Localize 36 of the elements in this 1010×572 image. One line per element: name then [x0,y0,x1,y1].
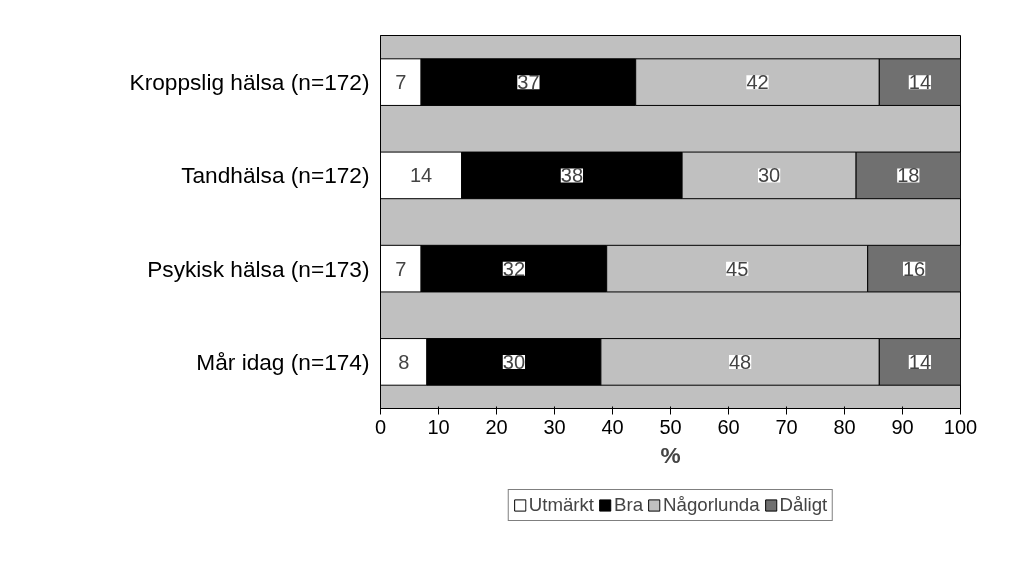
data-label: 45 [726,257,749,280]
x-tick-label: 10 [427,415,450,438]
x-tick-label: 50 [659,415,682,438]
data-label: 7 [395,257,407,280]
data-label: 38 [560,164,584,187]
x-tick-label: 40 [601,415,624,438]
x-tick-label: 100 [943,415,978,438]
data-label: 48 [728,350,752,373]
data-label: 18 [897,164,920,187]
legend-label: Dåligt [779,494,828,516]
x-axis-title: % [660,441,681,468]
data-label: 42 [746,71,769,94]
data-label: 14 [908,71,932,94]
x-tick-label: 20 [485,415,508,438]
data-label: 7 [395,71,407,94]
x-tick-label: 70 [775,415,798,438]
data-label: 8 [398,350,410,373]
data-label: 32 [502,257,526,280]
legend-label: Bra [614,494,644,516]
data-label: 30 [757,164,781,187]
y-tick-label: Mår idag (n=174) [196,348,370,375]
x-tick-label: 30 [543,415,566,438]
x-tick-label: 90 [891,415,914,438]
data-label: 37 [517,71,540,94]
data-label: 30 [502,350,526,373]
y-tick-label: Tandhälsa (n=172) [181,162,370,189]
data-label: 14 [409,164,433,187]
x-tick-label: 60 [717,415,740,438]
x-tick-label: 80 [833,415,856,438]
y-tick-label: Psykisk hälsa (n=173) [147,255,370,282]
legend-label: Utmärkt [528,494,595,516]
y-tick-label: Kroppslig hälsa (n=172) [129,69,370,96]
data-label: 14 [908,350,932,373]
data-label: 16 [902,257,926,280]
x-tick-label: 0 [374,415,387,438]
legend-label: Någorlunda [663,494,760,516]
